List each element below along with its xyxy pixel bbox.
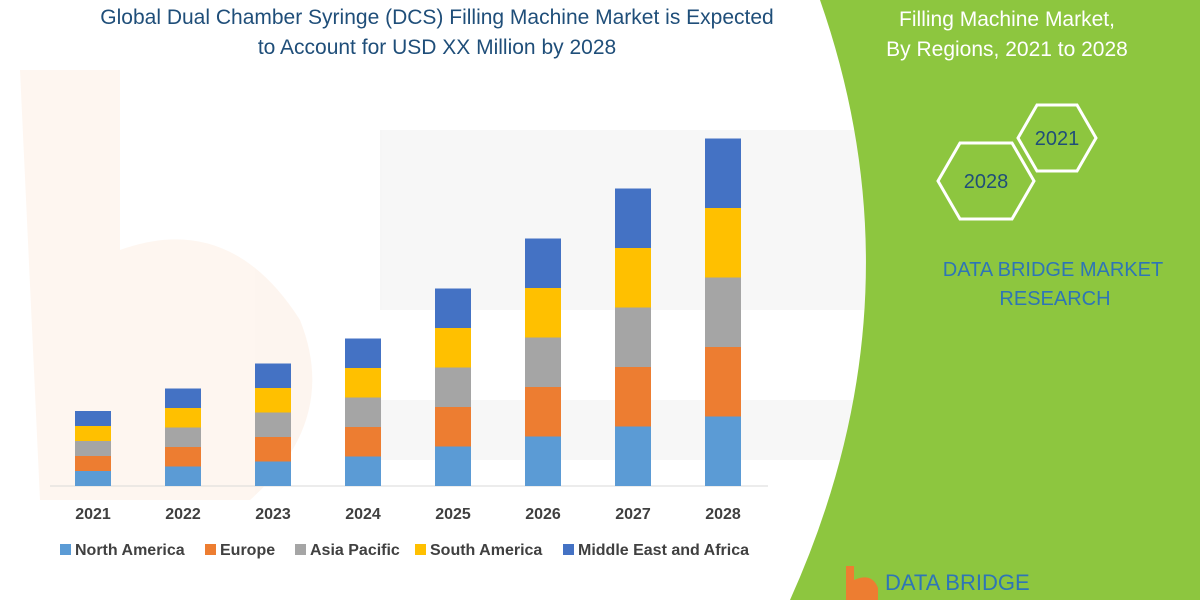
brand-logo-text: DATA BRIDGE [885, 570, 1030, 595]
legend-item-middle-east-and-africa: Middle East and Africa [563, 542, 749, 559]
bar-2028-north-america [705, 416, 741, 486]
bar-2028-asia-pacific [705, 277, 741, 347]
side-panel-title-line-2: By Regions, 2021 to 2028 [886, 38, 1128, 61]
bar-2021-asia-pacific [75, 441, 111, 456]
x-tick-label-2028: 2028 [705, 506, 741, 523]
bar-2025-middle-east-and-africa [435, 288, 471, 328]
chart-title-line-2: to Account for USD XX Million by 2028 [258, 36, 616, 59]
legend-swatch-europe [205, 544, 216, 555]
bar-2021-south-america [75, 426, 111, 441]
legend-item-south-america: South America [415, 542, 542, 559]
hexagon-year-2028: 2028 [964, 171, 1009, 193]
bar-2027-asia-pacific [615, 307, 651, 367]
legend-swatch-middle-east-and-africa [563, 544, 574, 555]
bar-2026-europe [525, 387, 561, 437]
bar-2027-europe [615, 367, 651, 427]
bar-2026-middle-east-and-africa [525, 238, 561, 288]
bar-2022-middle-east-and-africa [165, 388, 201, 408]
legend-label-south-america: South America [430, 542, 542, 559]
legend-swatch-south-america [415, 544, 426, 555]
chart-bars [75, 138, 741, 486]
bar-2023-north-america [255, 461, 291, 486]
bar-2024-europe [345, 427, 381, 457]
bar-2024-asia-pacific [345, 397, 381, 427]
legend-item-europe: Europe [205, 542, 275, 559]
bar-2021-north-america [75, 471, 111, 486]
bar-2023-asia-pacific [255, 412, 291, 437]
x-tick-label-2022: 2022 [165, 506, 201, 523]
bar-2023-europe [255, 437, 291, 462]
legend-label-europe: Europe [220, 542, 275, 559]
legend-item-asia-pacific: Asia Pacific [295, 542, 400, 559]
hexagon-year-2021: 2021 [1035, 128, 1080, 150]
brand-logo: DATA BRIDGE [846, 566, 1030, 600]
bar-2028-europe [705, 347, 741, 417]
bar-2026-south-america [525, 288, 561, 338]
bar-2023-middle-east-and-africa [255, 363, 291, 388]
bar-2024-south-america [345, 368, 381, 398]
side-panel [790, 0, 1200, 600]
bar-2027-north-america [615, 426, 651, 486]
bar-2022-europe [165, 447, 201, 467]
x-tick-label-2025: 2025 [435, 506, 471, 523]
bar-2028-south-america [705, 208, 741, 278]
x-tick-label-2023: 2023 [255, 506, 291, 523]
legend-label-north-america: North America [75, 542, 185, 559]
bar-2023-south-america [255, 388, 291, 413]
chart-title-line-1: Global Dual Chamber Syringe (DCS) Fillin… [100, 6, 773, 29]
legend-item-north-america: North America [60, 542, 185, 559]
bar-2024-north-america [345, 456, 381, 486]
bar-2022-north-america [165, 466, 201, 486]
bar-2027-middle-east-and-africa [615, 188, 651, 248]
x-tick-label-2024: 2024 [345, 506, 381, 523]
side-panel-title-line-1: Filling Machine Market, [899, 8, 1115, 31]
brand-logo-icon [846, 566, 878, 600]
watermark-logo-shape [20, 70, 313, 500]
x-tick-label-2027: 2027 [615, 506, 651, 523]
hexagon-2021-icon [1016, 103, 1098, 173]
company-name-line-1: DATA BRIDGE MARKET [943, 259, 1163, 281]
bar-2027-south-america [615, 248, 651, 308]
bar-2025-north-america [435, 446, 471, 486]
company-name-line-2: RESEARCH [999, 288, 1110, 310]
hexagon-2028-icon [936, 141, 1036, 221]
legend-label-asia-pacific: Asia Pacific [310, 542, 400, 559]
bar-2026-north-america [525, 436, 561, 486]
bar-2024-middle-east-and-africa [345, 338, 381, 368]
x-tick-label-2021: 2021 [75, 506, 111, 523]
bar-2025-europe [435, 407, 471, 447]
bar-2025-south-america [435, 328, 471, 368]
chart-legend: North America Europe Asia Pacific South Ame… [60, 542, 749, 559]
legend-label-middle-east-and-africa: Middle East and Africa [578, 542, 749, 559]
bar-2021-europe [75, 456, 111, 471]
hexagon-badges: 2021 2028 [936, 103, 1098, 221]
legend-swatch-asia-pacific [295, 544, 306, 555]
bar-2022-south-america [165, 408, 201, 428]
bar-2022-asia-pacific [165, 427, 201, 447]
bar-2028-middle-east-and-africa [705, 138, 741, 208]
x-tick-label-2026: 2026 [525, 506, 561, 523]
bar-2025-asia-pacific [435, 367, 471, 407]
bar-2021-middle-east-and-africa [75, 411, 111, 426]
bar-2026-asia-pacific [525, 337, 561, 387]
x-axis-ticks: 2021 2022 2023 2024 2025 2026 2027 2028 [75, 506, 741, 523]
legend-swatch-north-america [60, 544, 71, 555]
